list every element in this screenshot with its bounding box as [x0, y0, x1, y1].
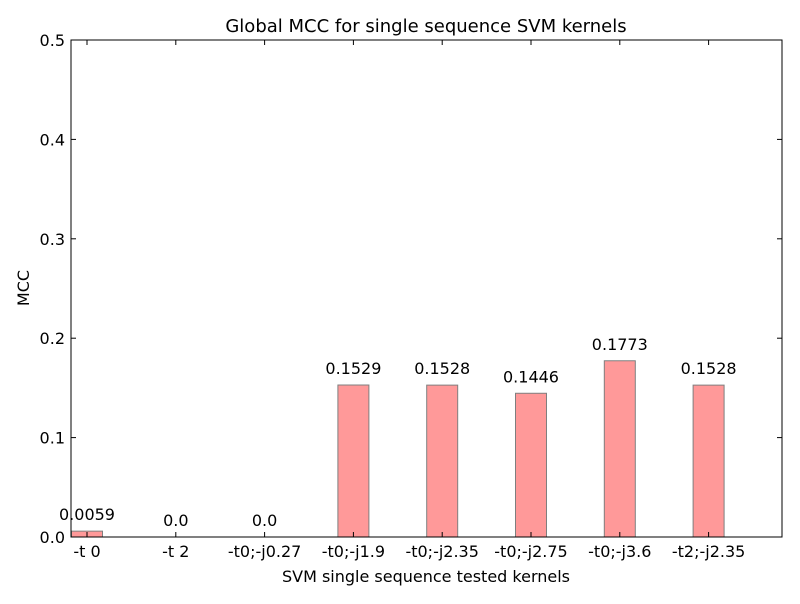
- x-tick-label: -t0;-j1.9: [322, 542, 385, 561]
- y-tick-label: 0.4: [40, 130, 65, 149]
- x-tick-label: -t 2: [162, 542, 189, 561]
- x-tick-label: -t0;-j3.6: [588, 542, 651, 561]
- data-label: 0.0: [163, 511, 188, 530]
- x-tick-label: -t0;-j2.35: [405, 542, 478, 561]
- data-label: 0.1529: [325, 359, 381, 378]
- data-label: 0.0: [252, 511, 277, 530]
- x-axis-label: SVM single sequence tested kernels: [282, 567, 570, 586]
- bar: [426, 384, 459, 538]
- value-labels-layer: 0.0059 0.0 0.0 0.1529 0.1528 0.1446 0.1773 0.15…: [59, 335, 737, 530]
- x-tick-label: -t0;-j2.75: [494, 542, 567, 561]
- x-tick-label: -t0;-j0.27: [228, 542, 301, 561]
- data-label: 0.1528: [414, 359, 470, 378]
- y-axis-label: MCC: [14, 270, 33, 306]
- data-label: 0.1446: [503, 367, 559, 386]
- y-tick-label: 0.1: [40, 429, 65, 448]
- plot-frame: [70, 39, 783, 538]
- x-axis-ticks: -t 0 -t 2 -t0;-j0.27 -t0;-j1.9 -t0;-j2.35 -t0…: [73, 40, 745, 561]
- bar: [692, 384, 725, 538]
- y-tick-label: 0.2: [40, 329, 65, 348]
- bar: [337, 384, 370, 538]
- x-tick-label: -t 0: [73, 542, 100, 561]
- data-label: 0.1528: [681, 359, 737, 378]
- y-tick-label: 0.3: [40, 230, 65, 249]
- bars-layer: [71, 360, 725, 538]
- chart-title: Global MCC for single sequence SVM kerne…: [225, 16, 626, 37]
- data-label: 0.1773: [592, 335, 648, 354]
- data-label: 0.0059: [59, 505, 115, 524]
- y-tick-label: 0.0: [40, 528, 65, 547]
- bar: [515, 392, 547, 538]
- y-tick-label: 0.5: [40, 31, 65, 50]
- bar: [603, 360, 636, 538]
- y-axis-ticks: 0.0 0.1 0.2 0.3 0.4 0.5: [40, 31, 782, 547]
- x-tick-label: -t2;-j2.35: [672, 542, 745, 561]
